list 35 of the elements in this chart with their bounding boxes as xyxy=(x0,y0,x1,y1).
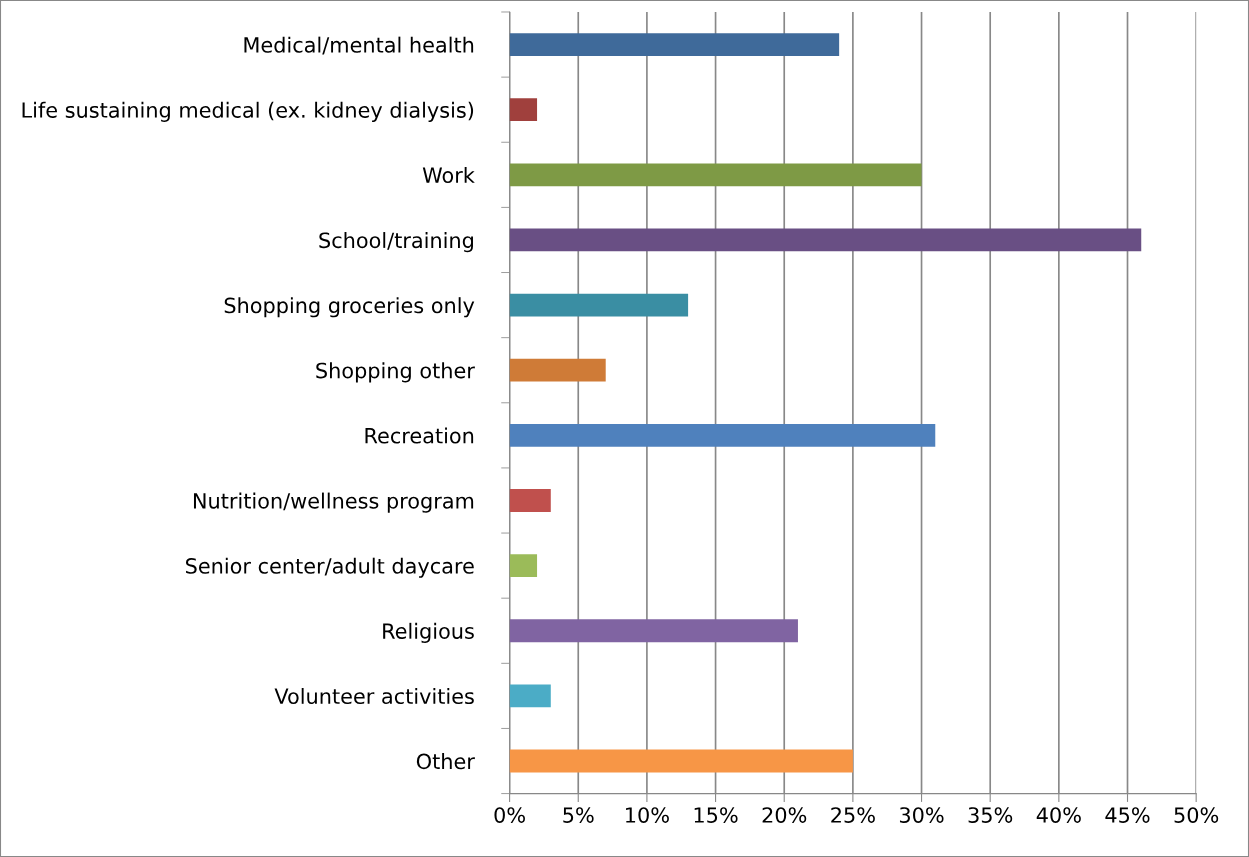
x-tick-label: 10% xyxy=(626,807,669,823)
bar xyxy=(509,489,551,512)
x-tick-label: 45% xyxy=(1105,807,1150,823)
x-tick-label: 20% xyxy=(762,807,807,823)
bar xyxy=(509,554,538,578)
y-tick-label: Recreation xyxy=(365,427,474,444)
y-tick-label: Work xyxy=(422,166,475,184)
y-tick-label: Nutrition/wellness program xyxy=(193,492,474,513)
bar xyxy=(509,619,798,643)
bar xyxy=(509,358,606,382)
x-tick-label: 35% xyxy=(968,807,1013,823)
y-tick-label: Senior center/adult daycare xyxy=(186,557,474,578)
bar xyxy=(509,228,1142,252)
y-tick-label: Life sustaining medical (ex. kidney dialysis) xyxy=(22,101,474,122)
bar xyxy=(509,33,840,56)
bar xyxy=(509,293,689,317)
y-tick-label: Shopping groceries only xyxy=(224,297,475,318)
x-tick-label: 30% xyxy=(899,807,944,823)
x-tick-label: 50% xyxy=(1174,807,1219,823)
y-tick-label: Volunteer activities xyxy=(274,687,474,705)
y-tick-label: School/training xyxy=(319,232,473,253)
bar xyxy=(509,423,936,447)
bar xyxy=(509,163,922,187)
x-tick-label: 0% xyxy=(494,807,525,823)
bar xyxy=(509,684,551,708)
y-tick-label: Shopping other xyxy=(316,362,475,383)
x-tick-label: 15% xyxy=(694,807,738,823)
x-tick-label: 40% xyxy=(1036,807,1081,823)
y-tick-label: Medical/mental health xyxy=(244,36,474,55)
bar xyxy=(509,98,538,122)
x-tick-label: 25% xyxy=(831,807,875,823)
y-tick-label: Religious xyxy=(383,622,474,643)
y-tick-label: Other xyxy=(416,753,475,770)
x-tick-label: 5% xyxy=(563,807,594,823)
bar xyxy=(509,749,853,773)
